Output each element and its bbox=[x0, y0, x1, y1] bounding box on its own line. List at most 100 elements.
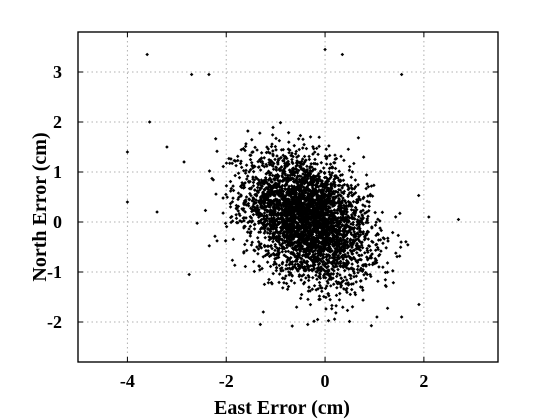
data-point bbox=[246, 220, 250, 225]
data-point bbox=[307, 206, 311, 210]
data-point bbox=[278, 234, 282, 239]
data-point bbox=[265, 227, 270, 231]
data-point bbox=[315, 162, 320, 166]
data-point bbox=[292, 223, 296, 228]
data-point bbox=[315, 228, 319, 233]
data-point bbox=[257, 188, 262, 192]
data-point bbox=[311, 224, 316, 229]
data-point bbox=[244, 195, 249, 199]
data-point bbox=[262, 217, 267, 222]
data-point bbox=[309, 267, 314, 272]
data-point bbox=[305, 172, 310, 177]
data-point bbox=[269, 158, 273, 163]
data-point bbox=[240, 181, 244, 185]
data-point bbox=[294, 188, 298, 193]
plot-area bbox=[77, 31, 499, 363]
data-point bbox=[367, 200, 371, 204]
x-tick-label: 0 bbox=[321, 371, 330, 391]
data-point bbox=[290, 235, 294, 240]
data-point bbox=[275, 182, 280, 186]
data-point bbox=[261, 223, 266, 228]
data-point bbox=[284, 181, 289, 185]
data-point bbox=[356, 236, 360, 241]
data-point bbox=[348, 238, 352, 243]
data-point bbox=[345, 244, 350, 248]
data-point bbox=[324, 229, 329, 234]
data-point bbox=[236, 197, 240, 202]
data-point bbox=[375, 245, 380, 250]
data-point bbox=[337, 245, 342, 250]
data-point bbox=[234, 216, 239, 221]
data-point bbox=[224, 192, 228, 197]
data-point bbox=[399, 240, 403, 244]
data-point bbox=[292, 195, 296, 199]
data-point bbox=[312, 319, 316, 324]
data-point bbox=[253, 188, 257, 192]
data-point bbox=[274, 234, 279, 239]
data-point bbox=[293, 226, 297, 230]
data-point bbox=[308, 180, 312, 185]
data-point bbox=[294, 247, 298, 252]
data-point bbox=[345, 183, 350, 187]
data-point bbox=[327, 245, 331, 250]
data-point bbox=[290, 324, 295, 328]
data-point bbox=[337, 207, 341, 212]
data-point bbox=[231, 188, 236, 193]
data-point bbox=[358, 257, 362, 262]
data-point bbox=[165, 145, 169, 149]
data-point bbox=[305, 169, 309, 173]
data-point bbox=[326, 248, 330, 253]
data-point bbox=[249, 216, 254, 220]
data-point bbox=[257, 242, 262, 246]
data-point bbox=[306, 207, 310, 211]
data-point bbox=[259, 157, 263, 161]
data-point bbox=[298, 197, 303, 202]
data-point bbox=[207, 169, 212, 173]
data-point bbox=[350, 240, 355, 245]
data-point bbox=[343, 219, 347, 223]
data-point bbox=[373, 261, 377, 266]
data-point bbox=[259, 183, 263, 188]
data-point bbox=[297, 193, 301, 198]
data-point bbox=[337, 196, 341, 201]
data-point bbox=[257, 165, 261, 169]
data-point bbox=[248, 206, 253, 210]
data-point bbox=[303, 208, 307, 213]
data-point bbox=[224, 184, 229, 188]
data-point bbox=[251, 259, 256, 264]
data-point bbox=[296, 226, 300, 231]
data-point bbox=[281, 268, 285, 273]
data-point bbox=[268, 177, 273, 182]
data-point bbox=[248, 224, 253, 229]
data-point bbox=[259, 178, 264, 182]
data-point bbox=[236, 191, 241, 195]
data-point bbox=[303, 215, 308, 219]
grid-lines bbox=[78, 32, 498, 362]
data-point bbox=[274, 268, 279, 273]
data-point bbox=[355, 220, 360, 224]
data-point bbox=[340, 184, 345, 188]
data-point bbox=[147, 120, 152, 124]
data-point bbox=[262, 243, 267, 248]
data-point bbox=[311, 210, 316, 215]
data-point bbox=[277, 206, 282, 211]
data-point bbox=[289, 184, 294, 188]
data-point bbox=[300, 206, 305, 211]
data-point bbox=[327, 228, 331, 232]
data-point bbox=[252, 223, 257, 227]
data-point bbox=[283, 222, 287, 227]
data-point bbox=[374, 233, 378, 238]
data-point bbox=[290, 188, 295, 192]
data-point bbox=[333, 200, 338, 205]
data-point bbox=[215, 239, 219, 243]
data-point bbox=[353, 232, 357, 236]
data-point bbox=[231, 196, 235, 200]
data-point bbox=[340, 213, 345, 217]
data-point bbox=[286, 199, 291, 203]
data-point bbox=[261, 161, 265, 166]
data-point bbox=[273, 222, 277, 226]
data-point bbox=[309, 228, 314, 233]
data-point bbox=[284, 161, 289, 165]
data-point bbox=[302, 258, 306, 263]
data-point bbox=[236, 209, 241, 213]
